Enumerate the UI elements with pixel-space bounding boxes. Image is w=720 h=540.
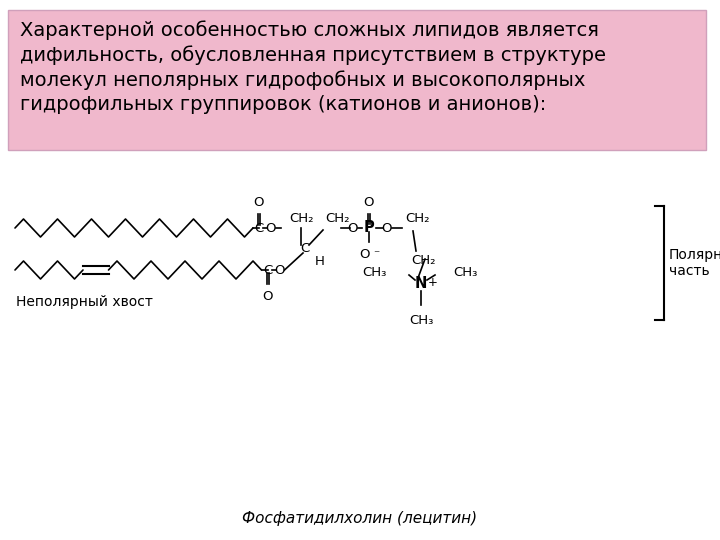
Text: C: C	[263, 264, 272, 276]
Text: Полярная
часть: Полярная часть	[669, 248, 720, 278]
Text: O: O	[274, 264, 284, 276]
Text: CH₂: CH₂	[411, 254, 436, 267]
Text: CH₂: CH₂	[289, 212, 313, 225]
Text: O: O	[262, 290, 273, 303]
Text: O: O	[253, 196, 264, 209]
FancyBboxPatch shape	[8, 10, 706, 150]
Text: CH₂: CH₂	[325, 212, 349, 225]
Text: C: C	[300, 242, 310, 255]
Text: O: O	[364, 196, 374, 209]
Text: ⁻: ⁻	[373, 248, 379, 261]
Text: O: O	[360, 248, 370, 261]
Text: H: H	[315, 255, 325, 268]
Text: CH₃: CH₃	[409, 314, 433, 327]
Text: CH₃: CH₃	[363, 266, 387, 279]
Text: P: P	[364, 220, 374, 235]
Text: Характерной особенностью сложных липидов является
дифильность, обусловленная при: Характерной особенностью сложных липидов…	[20, 20, 606, 114]
Text: C: C	[254, 221, 264, 234]
Text: O: O	[382, 221, 392, 234]
Text: CH₃: CH₃	[453, 266, 477, 279]
Text: Фосфатидилхолин (лецитин): Фосфатидилхолин (лецитин)	[243, 510, 477, 525]
Text: Неполярный хвост: Неполярный хвост	[16, 295, 153, 309]
Text: O: O	[266, 221, 276, 234]
Text: N: N	[415, 276, 427, 292]
Text: +: +	[428, 276, 438, 289]
Text: CH₂: CH₂	[405, 212, 430, 225]
Text: O: O	[348, 221, 359, 234]
